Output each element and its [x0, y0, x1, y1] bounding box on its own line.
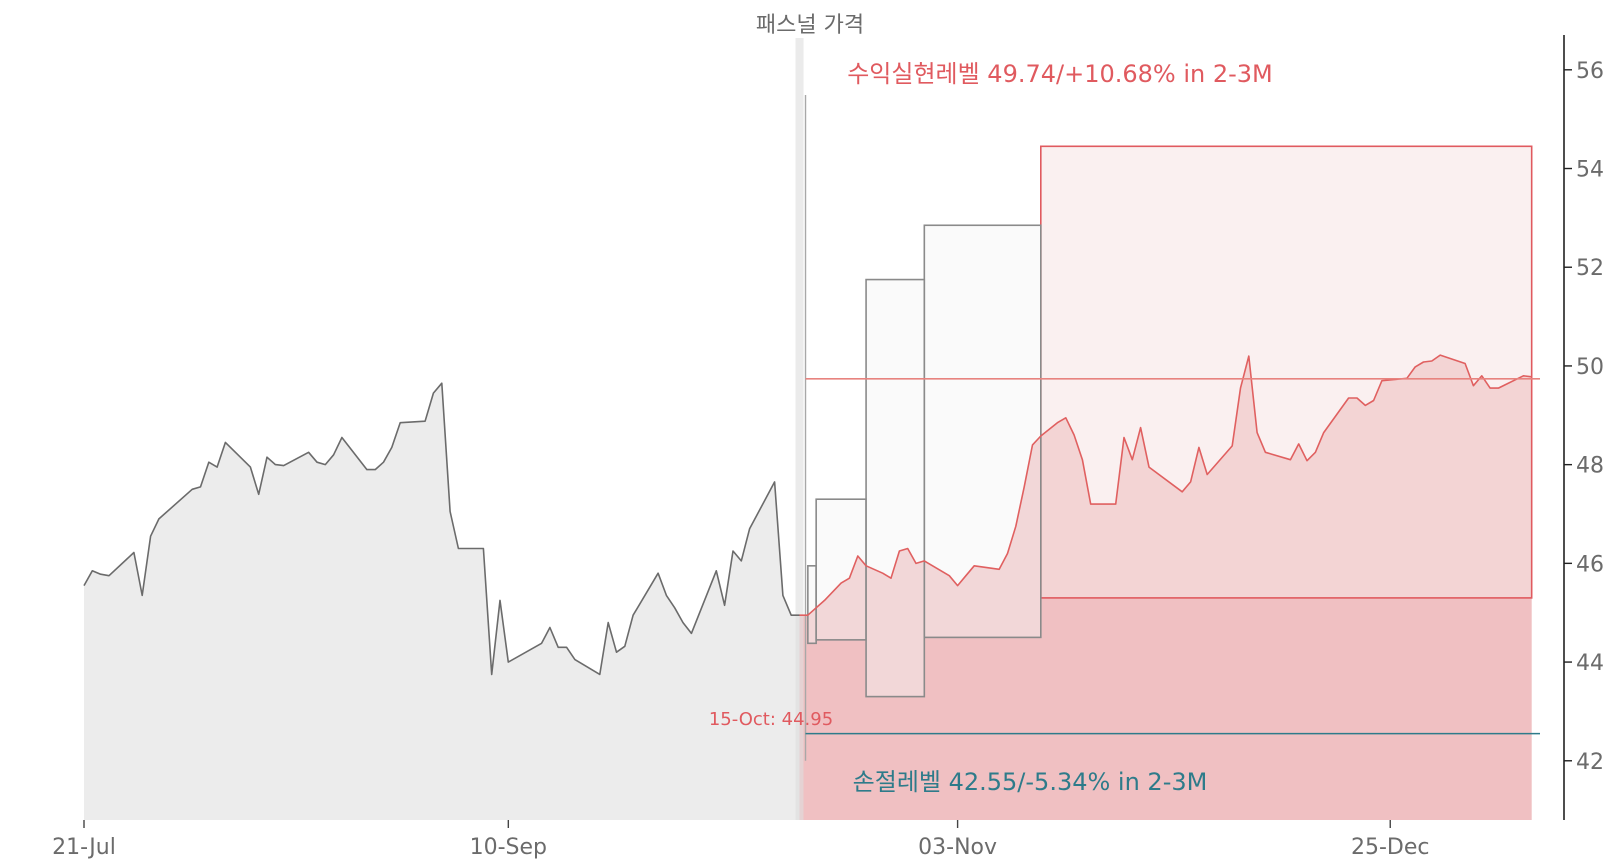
x-tick-label: 25-Dec — [1351, 835, 1430, 860]
annotations: 패스널 가격 수익실현레벨 49.74/+10.68% in 2-3M 손절레벨… — [709, 13, 1273, 796]
history-line — [83, 382, 800, 676]
current-price-label: 15-Oct: 44.95 — [709, 709, 833, 730]
range-box-3 — [865, 278, 926, 698]
x-tick-label: 10-Sep — [470, 835, 547, 860]
range-box-4 — [923, 224, 1042, 639]
line-layer — [83, 95, 1540, 761]
range-box-1 — [807, 565, 817, 645]
y-tick-label: 48 — [1576, 454, 1604, 479]
target-level-label: 수익실현레벨 49.74/+10.68% in 2-3M — [847, 60, 1273, 88]
history-area — [84, 383, 800, 820]
range-box-2 — [815, 498, 867, 641]
forecast-boxes — [807, 145, 1533, 698]
axes: 21-Jul 10-Sep 03-Nov 25-Dec 42 44 46 48 50 52 54 56 — [52, 35, 1604, 860]
y-tick-label: 52 — [1576, 256, 1604, 281]
y-tick-label: 56 — [1576, 59, 1604, 84]
x-tick-label: 21-Jul — [52, 835, 116, 860]
chart-title: 패스널 가격 — [756, 13, 864, 38]
x-tick-label: 03-Nov — [918, 835, 997, 860]
y-tick-label: 44 — [1576, 651, 1604, 676]
y-tick-label: 54 — [1576, 158, 1604, 183]
forecast-line — [799, 354, 1532, 617]
y-tick-label: 42 — [1576, 750, 1604, 775]
y-tick-label: 50 — [1576, 355, 1604, 380]
y-tick-label: 46 — [1576, 552, 1604, 577]
stop-level-label: 손절레벨 42.55/-5.34% in 2-3M — [853, 768, 1208, 796]
target-zone — [1040, 145, 1533, 599]
